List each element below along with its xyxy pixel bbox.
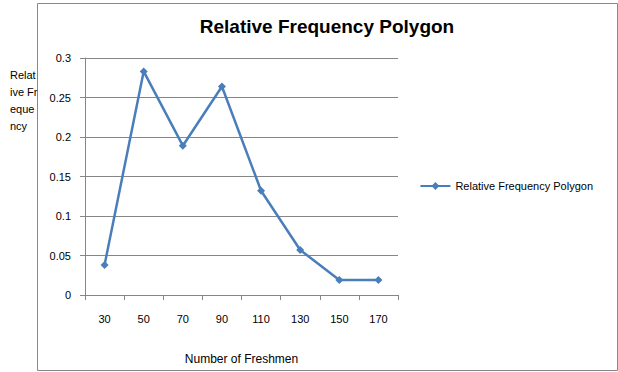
svg-text:0.15: 0.15 [50,171,71,183]
svg-text:Relative Frequency Polygon: Relative Frequency Polygon [455,180,593,192]
svg-text:0: 0 [65,289,71,301]
svg-text:110: 110 [252,313,270,325]
svg-text:eque: eque [10,103,34,115]
svg-text:50: 50 [138,313,150,325]
svg-text:130: 130 [291,313,309,325]
svg-text:0.25: 0.25 [50,92,71,104]
svg-text:Relative Frequency Polygon: Relative Frequency Polygon [200,16,454,37]
svg-text:90: 90 [216,313,228,325]
svg-text:150: 150 [330,313,348,325]
svg-text:ncy: ncy [10,120,28,132]
svg-text:0.2: 0.2 [56,131,71,143]
svg-text:0.05: 0.05 [50,250,71,262]
svg-text:Relat: Relat [10,69,36,81]
svg-text:0.3: 0.3 [56,52,71,64]
svg-text:30: 30 [98,313,110,325]
svg-text:170: 170 [369,313,387,325]
svg-text:ive Fr: ive Fr [10,86,38,98]
svg-text:Number of Freshmen: Number of Freshmen [185,352,298,366]
svg-text:0.1: 0.1 [56,210,71,222]
svg-text:70: 70 [177,313,189,325]
